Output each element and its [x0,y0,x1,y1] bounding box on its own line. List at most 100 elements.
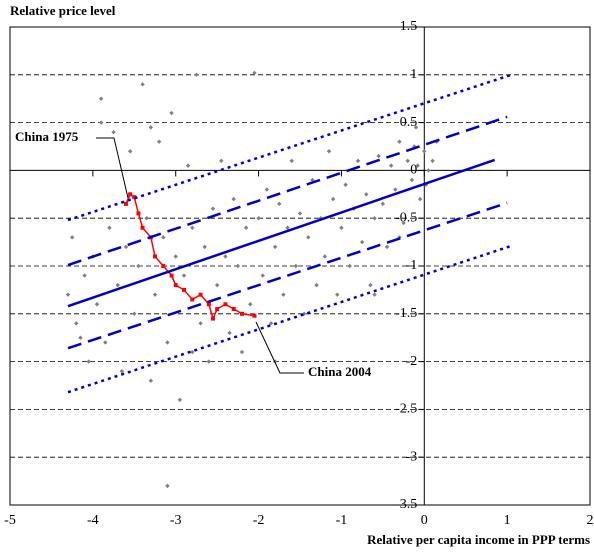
point [405,158,410,164]
point [206,302,211,307]
point [185,163,191,168]
point [272,244,278,250]
point [124,201,128,206]
x-tick-label: -3 [170,513,182,528]
point [277,201,282,207]
point [359,239,365,245]
y-tick-label: 1 [410,67,417,82]
point [285,225,290,230]
point [397,139,402,144]
point [326,149,332,154]
point [153,254,157,259]
point [264,187,270,192]
point [165,340,170,345]
point [115,282,120,288]
point [169,110,174,116]
y-axis-title: Relative price level [10,3,116,18]
point [335,292,340,297]
point [240,311,244,316]
point [148,125,154,130]
point [74,321,79,326]
point [173,283,178,288]
annotation: China 1975 [15,129,79,144]
point [239,349,245,355]
point [148,378,154,383]
fit-line [67,115,508,267]
point [380,201,386,207]
fit-line [67,201,508,350]
point [235,263,241,269]
point [156,139,162,144]
point [144,216,149,221]
leader-line [255,321,304,374]
y-tick-label: -2 [406,354,418,369]
point [136,263,141,269]
x-tick-label: -4 [87,513,99,528]
leader-line [96,137,129,199]
point [103,340,108,345]
point [206,359,212,364]
path-line [125,193,255,321]
point [211,316,215,321]
x-tick-label: -5 [4,513,16,528]
y-tick-label: 0.5 [400,115,418,130]
point [94,302,100,307]
y-tick-label: -0.5 [395,210,417,225]
point [297,211,303,216]
point [243,225,249,230]
point [177,397,183,403]
point [314,282,319,288]
point [223,254,228,259]
point [210,206,216,211]
point [384,244,390,250]
point [248,302,253,307]
point [330,196,336,202]
point [393,187,398,192]
point [343,182,348,187]
y-tick-label: 1.5 [400,19,418,34]
point [119,368,125,374]
point [128,192,133,197]
point [127,149,133,154]
point [152,292,158,297]
point [401,220,406,226]
point [426,168,431,173]
point [293,263,299,269]
point [98,96,104,101]
point [161,235,166,240]
point [347,263,352,269]
x-tick-label: 1 [504,513,511,528]
point [368,282,373,288]
y-tick-label: -3.5 [395,497,417,512]
point [98,120,104,125]
point [289,158,294,164]
y-tick-label: -3 [406,449,418,464]
x-tick-label: 0 [421,513,428,528]
point [252,313,257,318]
point [123,244,129,250]
point [111,129,116,135]
point [82,273,87,278]
plot: 1.5 1 0.5 0 -0.5 -1 -1.5 -2 -2.5 -3 -3.5 -5 -4 -3 -2 -1… [4,19,593,528]
point [136,211,141,216]
y-tick-label: -1 [406,258,418,273]
fit-line [67,73,512,222]
point [215,307,220,312]
point [107,225,112,230]
x-tick-label: -2 [253,513,265,528]
point [198,292,203,297]
x-tick-label: 2 [587,513,594,528]
point [409,177,415,183]
point [65,292,71,297]
point [140,82,145,87]
point [173,254,178,259]
point [161,264,166,268]
point [69,235,75,240]
point [415,163,420,168]
point [132,311,137,316]
point [182,287,186,292]
point [140,225,145,230]
point [430,158,435,164]
